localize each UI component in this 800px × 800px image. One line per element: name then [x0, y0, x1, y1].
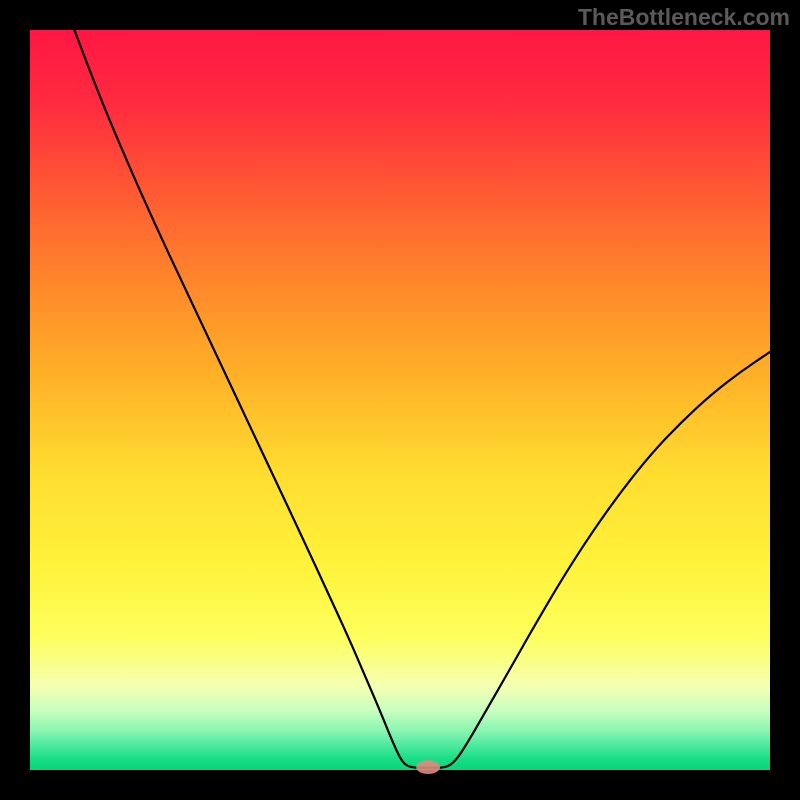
chart-container: TheBottleneck.com — [0, 0, 800, 800]
optimal-marker — [416, 760, 440, 774]
plot-background — [30, 30, 770, 770]
watermark-text: TheBottleneck.com — [578, 4, 790, 31]
bottleneck-chart — [0, 0, 800, 800]
